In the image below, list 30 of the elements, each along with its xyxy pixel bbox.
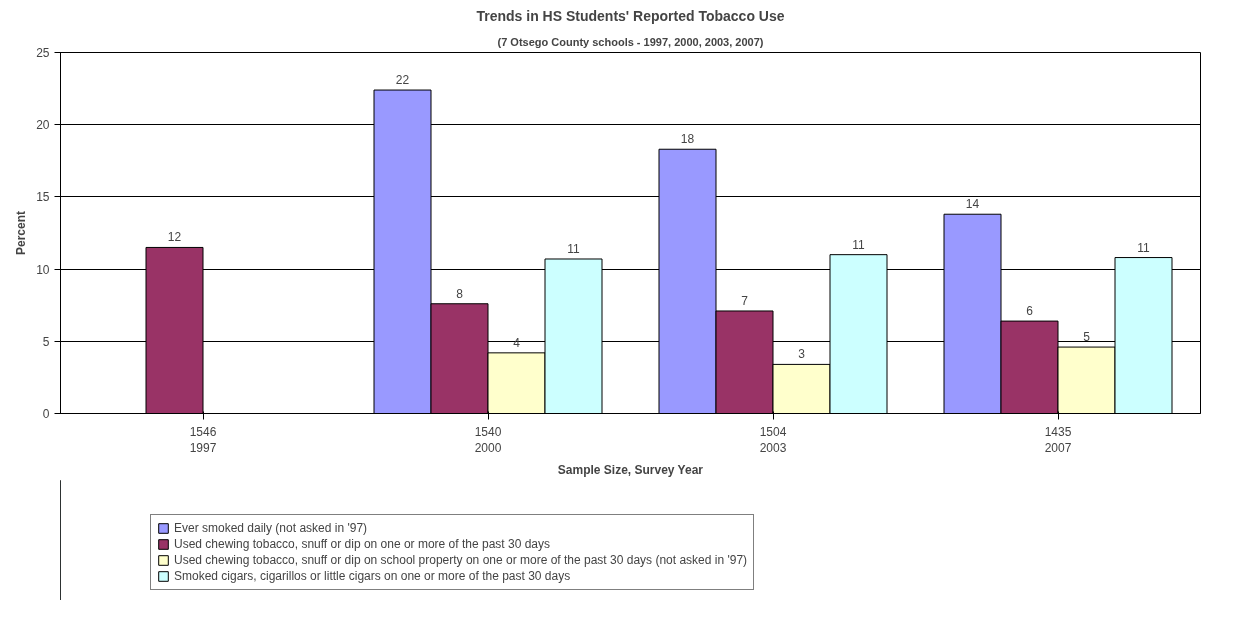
x-tick-label: 1504 2003 (759, 424, 787, 456)
data-label: 12 (167, 230, 182, 245)
y-tick-label: 10 (36, 262, 50, 277)
data-label: 18 (680, 132, 695, 147)
data-label: 5 (1083, 330, 1091, 345)
y-axis-title: Percent (14, 210, 29, 256)
chart-title: Trends in HS Students' Reported Tobacco Use (476, 7, 785, 24)
y-tick-label: 25 (36, 46, 50, 60)
data-label: 6 (1026, 304, 1034, 319)
legend-label: Ever smoked daily (not asked in '97) (174, 521, 368, 535)
data-label: 7 (741, 293, 749, 308)
data-label: 8 (456, 286, 464, 301)
data-label: 11 (567, 241, 581, 256)
y-tick-label: 20 (36, 118, 50, 133)
data-label: 22 (395, 73, 410, 88)
legend-label: Used chewing tobacco, snuff or dip on school property on one or more of the past 30 days (not asked in '97) (174, 553, 748, 567)
x-tick-label: 1540 2000 (474, 424, 502, 456)
x-axis-title: Sample Size, Survey Year (557, 463, 704, 478)
y-tick-label: 5 (42, 334, 50, 349)
chart-subtitle: (7 Otsego County schools - 1997, 2000, 2003, 2007) (497, 35, 764, 48)
legend-label: Used chewing tobacco, snuff or dip on one or more of the past 30 days (174, 537, 551, 551)
data-label: 3 (798, 347, 806, 362)
data-label: 11 (1137, 240, 1151, 255)
y-tick-label: 0 (42, 407, 50, 421)
legend-label: Smoked cigars, cigarillos or little cigars on one or more of the past 30 days (174, 569, 571, 583)
data-label: 14 (965, 197, 980, 212)
y-tick-label: 15 (36, 190, 50, 205)
x-tick-label: 1546 1997 (189, 424, 217, 456)
x-tick-label: 1435 2007 (1044, 424, 1072, 456)
data-label: 11 (852, 237, 866, 252)
